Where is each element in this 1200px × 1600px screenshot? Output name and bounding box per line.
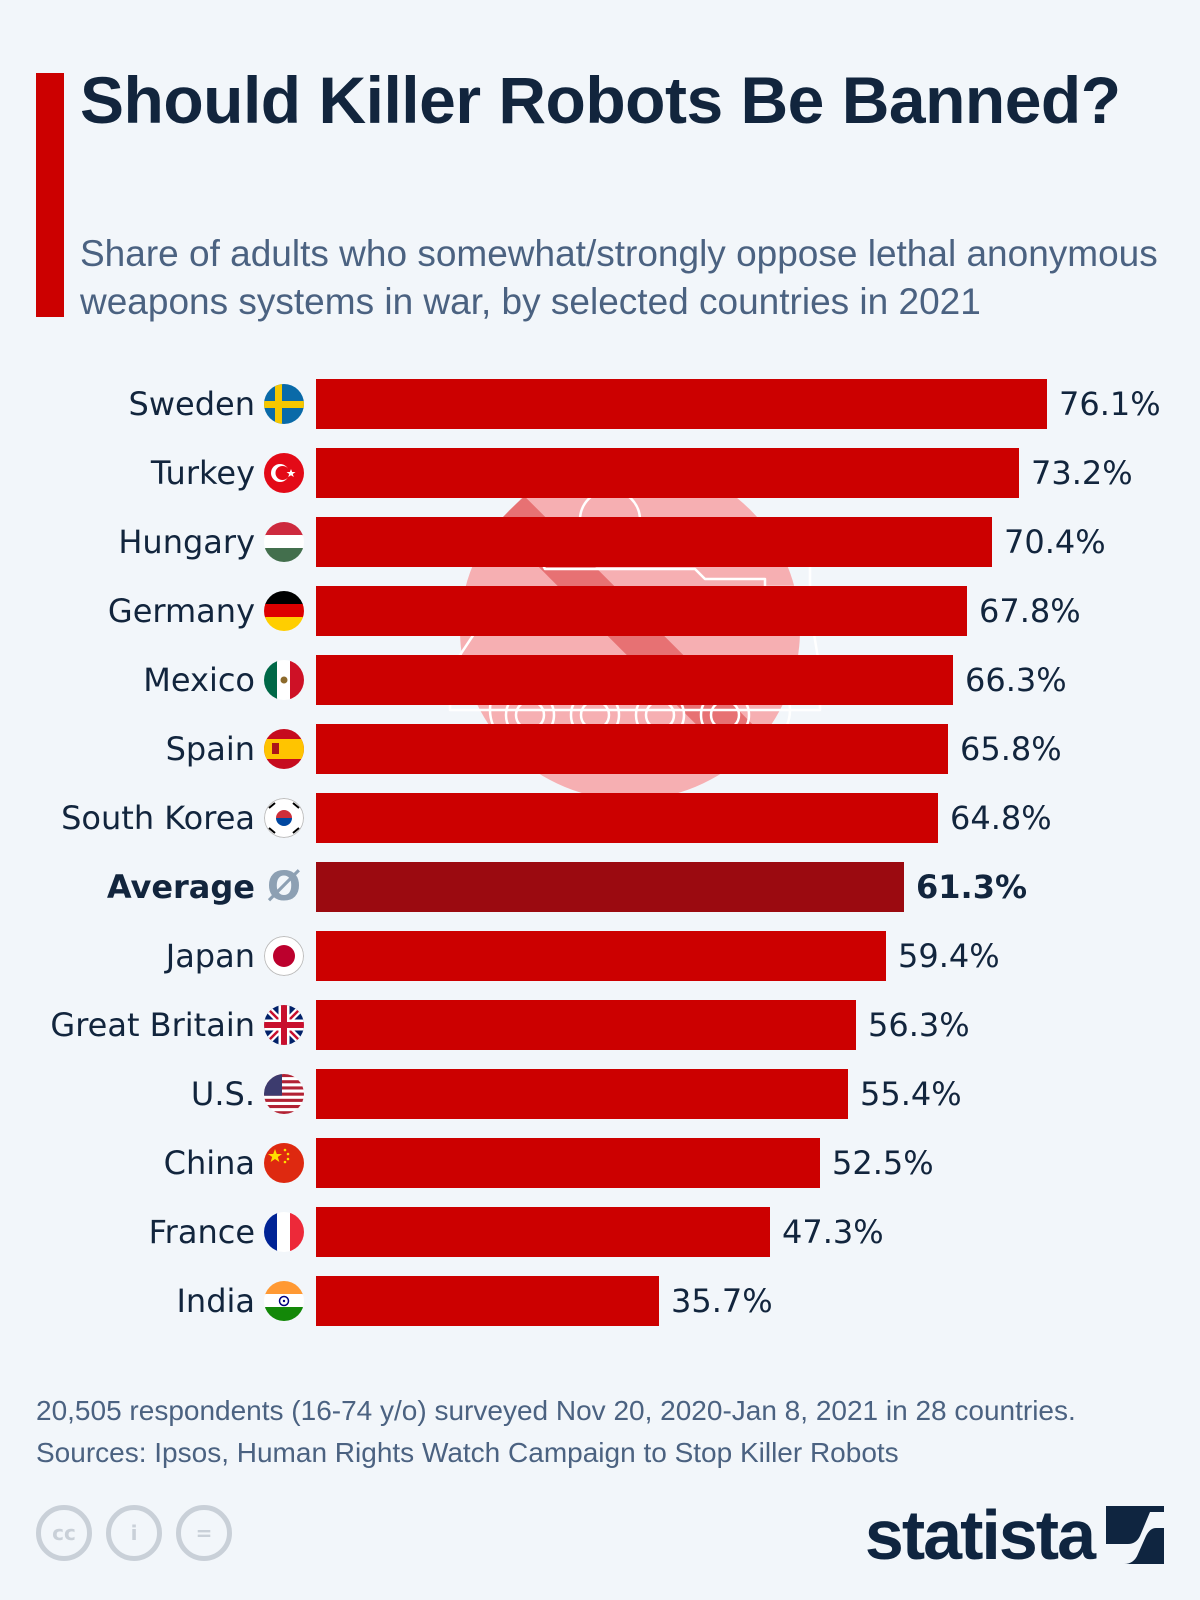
no-derivatives-icon[interactable]: = xyxy=(176,1505,232,1561)
footnote: 20,505 respondents (16-74 y/o) surveyed … xyxy=(36,1390,1186,1474)
great-britain-flag-icon xyxy=(264,1005,304,1045)
value-label: 56.3% xyxy=(868,1006,970,1044)
bar-row-japan: Japan 59.4% xyxy=(0,931,1200,981)
category-label: Sweden xyxy=(128,385,255,423)
us-flag-icon xyxy=(264,1074,304,1114)
bar xyxy=(316,724,948,774)
bar xyxy=(316,1138,820,1188)
bar xyxy=(316,448,1019,498)
bar-row-germany: Germany 67.8% xyxy=(0,586,1200,636)
category-label: Hungary xyxy=(118,523,255,561)
attribution-icon[interactable]: i xyxy=(106,1505,162,1561)
bar-row-average: Average Ø 61.3% xyxy=(0,862,1200,912)
bar-row-great-britain: Great Britain 56.3% xyxy=(0,1000,1200,1050)
value-label: 76.1% xyxy=(1059,385,1161,423)
license-icons: cc i = xyxy=(36,1505,232,1565)
value-label: 66.3% xyxy=(965,661,1067,699)
average-bar xyxy=(316,862,904,912)
india-flag-icon xyxy=(264,1281,304,1321)
brand-name: statista xyxy=(864,1496,1096,1574)
china-flag-icon xyxy=(264,1143,304,1183)
category-label: France xyxy=(148,1213,255,1251)
title-accent-bar xyxy=(36,73,64,317)
value-label: 35.7% xyxy=(671,1282,773,1320)
bar xyxy=(316,379,1047,429)
bar xyxy=(316,793,938,843)
survey-note: 20,505 respondents (16-74 y/o) surveyed … xyxy=(36,1395,1076,1426)
bar xyxy=(316,931,886,981)
value-label: 64.8% xyxy=(950,799,1052,837)
bar xyxy=(316,1000,856,1050)
mexico-flag-icon xyxy=(264,660,304,700)
creative-commons-icon[interactable]: cc xyxy=(36,1505,92,1561)
bar xyxy=(316,655,953,705)
bar xyxy=(316,517,992,567)
japan-flag-icon xyxy=(264,936,304,976)
chart-title: Should Killer Robots Be Banned? xyxy=(80,63,1121,137)
value-label: 55.4% xyxy=(860,1075,962,1113)
turkey-flag-icon xyxy=(264,453,304,493)
statista-logo[interactable]: statista xyxy=(864,1496,1164,1574)
bar xyxy=(316,1276,659,1326)
category-label: Spain xyxy=(165,730,255,768)
bar-row-mexico: Mexico 66.3% xyxy=(0,655,1200,705)
category-label: India xyxy=(176,1282,255,1320)
spain-flag-icon xyxy=(264,729,304,769)
hungary-flag-icon xyxy=(264,522,304,562)
south-korea-flag-icon xyxy=(264,798,304,838)
germany-flag-icon xyxy=(264,591,304,631)
value-label: 67.8% xyxy=(979,592,1081,630)
bar-row-france: France 47.3% xyxy=(0,1207,1200,1257)
france-flag-icon xyxy=(264,1212,304,1252)
sweden-flag-icon xyxy=(264,384,304,424)
category-label: Germany xyxy=(107,592,255,630)
sources-note: Sources: Ipsos, Human Rights Watch Campa… xyxy=(36,1437,899,1468)
bar-row-us: U.S. 55.4% xyxy=(0,1069,1200,1119)
bar-row-spain: Spain 65.8% xyxy=(0,724,1200,774)
bar-row-turkey: Turkey 73.2% xyxy=(0,448,1200,498)
bar-row-india: India 35.7% xyxy=(0,1276,1200,1326)
category-label: Great Britain xyxy=(50,1006,255,1044)
bar-row-sweden: Sweden 76.1% xyxy=(0,379,1200,429)
value-label: 59.4% xyxy=(898,937,1000,975)
category-label: Japan xyxy=(165,937,255,975)
category-label: Average xyxy=(106,868,255,906)
value-label: 47.3% xyxy=(782,1213,884,1251)
value-label: 61.3% xyxy=(916,868,1028,906)
category-label: South Korea xyxy=(61,799,255,837)
bar xyxy=(316,586,967,636)
bar-row-south-korea: South Korea 64.8% xyxy=(0,793,1200,843)
statista-mark-icon xyxy=(1106,1506,1164,1564)
value-label: 65.8% xyxy=(960,730,1062,768)
value-label: 52.5% xyxy=(832,1144,934,1182)
bar xyxy=(316,1069,848,1119)
bar-chart: Sweden 76.1% Turkey 73.2% Hungary 70.4% … xyxy=(0,370,1200,1350)
bar-row-hungary: Hungary 70.4% xyxy=(0,517,1200,567)
bar-row-china: China 52.5% xyxy=(0,1138,1200,1188)
bar xyxy=(316,1207,770,1257)
category-label: Turkey xyxy=(150,454,255,492)
category-label: Mexico xyxy=(143,661,255,699)
category-label: U.S. xyxy=(190,1075,255,1113)
value-label: 73.2% xyxy=(1031,454,1133,492)
value-label: 70.4% xyxy=(1004,523,1106,561)
category-label: China xyxy=(163,1144,255,1182)
average-symbol-icon: Ø xyxy=(266,864,301,910)
chart-subtitle: Share of adults who somewhat/strongly op… xyxy=(80,233,1158,322)
